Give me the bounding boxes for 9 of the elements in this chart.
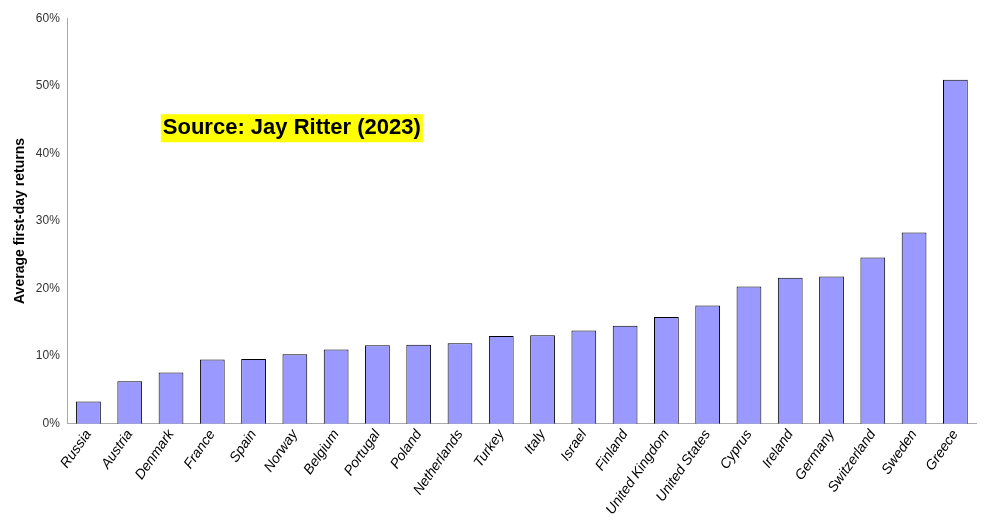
y-tick-label: 40% [35,145,61,160]
y-tick-label: 60% [35,10,61,25]
y-axis-title: Average first-day returns [11,137,28,304]
y-tick-label: 10% [35,348,61,363]
y-tick-label: 0% [42,416,61,431]
y-tick-label: 30% [35,213,61,228]
y-tick-label: 20% [35,280,61,295]
y-tick-label: 50% [35,78,61,93]
annotation: Source: Jay Ritter (2023) [162,114,421,140]
